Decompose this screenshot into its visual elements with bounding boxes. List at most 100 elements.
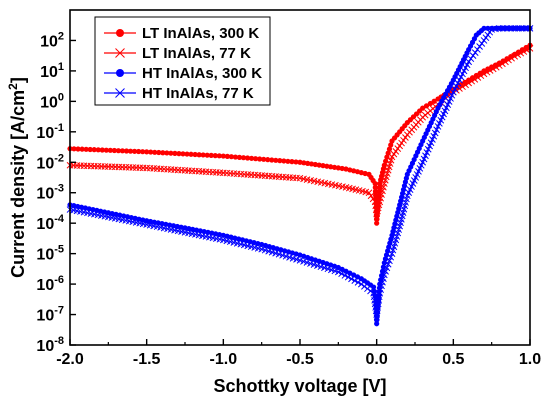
- y-tick-label: 10-1: [36, 122, 64, 142]
- y-tick-label: 102: [40, 30, 64, 50]
- x-axis-label: Schottky voltage [V]: [213, 376, 386, 396]
- data-point: [386, 146, 393, 152]
- data-point: [152, 149, 158, 155]
- data-point: [277, 158, 283, 164]
- y-tick-label: 101: [40, 61, 64, 81]
- data-point: [147, 218, 154, 225]
- data-point: [344, 273, 352, 281]
- legend-label: HT InAlAs, 300 K: [142, 65, 262, 82]
- x-tick-label: -0.5: [286, 351, 314, 368]
- data-point: [364, 285, 371, 293]
- legend-marker: [116, 29, 124, 37]
- legend-item: HT InAlAs, 77 K: [104, 85, 254, 102]
- series-1: [67, 42, 533, 226]
- data-point: [156, 149, 162, 156]
- legend-marker: [115, 48, 125, 58]
- data-point: [385, 248, 391, 254]
- x-tick-label: 0.5: [442, 351, 464, 368]
- data-point: [508, 54, 515, 62]
- data-point: [208, 152, 214, 158]
- series-4: [66, 24, 534, 318]
- data-point: [387, 253, 395, 261]
- legend-box: [94, 16, 271, 106]
- data-point: [495, 62, 503, 69]
- data-point: [253, 156, 259, 162]
- data-point: [427, 100, 433, 107]
- data-point: [135, 148, 142, 155]
- data-point: [386, 244, 392, 250]
- legend-marker: [115, 88, 125, 98]
- data-point: [293, 159, 299, 165]
- data-point: [240, 155, 247, 161]
- data-point: [281, 158, 287, 164]
- data-point: [224, 153, 230, 159]
- data-point: [316, 162, 322, 168]
- data-point: [328, 164, 334, 170]
- data-point: [248, 155, 255, 161]
- data-point: [348, 275, 355, 283]
- data-point: [269, 157, 275, 163]
- data-point: [320, 163, 326, 169]
- data-point: [383, 264, 391, 272]
- data-point: [486, 67, 494, 74]
- data-point: [289, 159, 295, 165]
- data-point: [372, 180, 378, 187]
- data-point: [471, 76, 479, 83]
- data-point: [212, 153, 218, 159]
- data-point: [103, 147, 109, 153]
- data-point: [99, 147, 105, 153]
- series-2: [66, 45, 534, 218]
- data-point: [492, 63, 500, 71]
- data-point: [374, 317, 380, 323]
- data-point: [261, 156, 267, 162]
- data-point: [192, 151, 198, 158]
- data-point: [369, 195, 377, 203]
- data-point: [388, 142, 394, 148]
- data-point: [127, 148, 134, 154]
- legend-label: HT InAlAs, 77 K: [142, 85, 254, 102]
- data-point: [95, 147, 101, 153]
- data-point: [367, 192, 375, 200]
- y-axis-label-superscript: 2: [6, 83, 20, 90]
- legend-item: LT InAlAs, 300 K: [104, 25, 259, 42]
- data-point: [465, 58, 473, 66]
- data-point: [483, 68, 491, 76]
- data-point: [244, 155, 251, 161]
- data-point: [312, 161, 318, 168]
- data-point: [196, 152, 202, 158]
- data-point: [115, 148, 122, 154]
- y-tick-label: 10-6: [36, 274, 64, 294]
- data-point: [372, 184, 378, 191]
- data-point: [357, 280, 365, 288]
- data-point: [91, 147, 97, 153]
- data-point: [334, 268, 342, 276]
- data-point: [341, 272, 349, 279]
- data-point: [107, 147, 113, 153]
- data-point: [236, 154, 243, 160]
- data-point: [354, 279, 362, 286]
- x-tick-label: -2.0: [56, 351, 84, 368]
- data-point: [383, 252, 390, 258]
- data-point: [172, 150, 178, 156]
- x-axis-ticks: -2.0 -1.5 -1.0 -0.5 0.0 0.5 1.0: [56, 339, 541, 368]
- y-tick-label: 10-5: [36, 244, 64, 264]
- data-point: [476, 43, 483, 50]
- data-point: [140, 149, 146, 155]
- data-point: [505, 56, 512, 64]
- data-point: [462, 81, 469, 89]
- data-point: [87, 146, 93, 153]
- data-point: [331, 164, 338, 170]
- data-point: [371, 284, 377, 290]
- y-tick-label: 10-8: [36, 335, 64, 355]
- data-point: [431, 98, 437, 104]
- data-point: [75, 146, 81, 152]
- data-point: [384, 154, 390, 160]
- data-point: [351, 277, 359, 284]
- data-point: [174, 223, 180, 230]
- y-tick-label: 10-4: [36, 213, 64, 233]
- y-axis-label-text: Current density [A/cm: [8, 90, 28, 278]
- data-point: [170, 223, 177, 229]
- data-point: [480, 70, 488, 78]
- legend-label: LT InAlAs, 77 K: [142, 45, 251, 62]
- legend-item: LT InAlAs, 77 K: [104, 45, 251, 62]
